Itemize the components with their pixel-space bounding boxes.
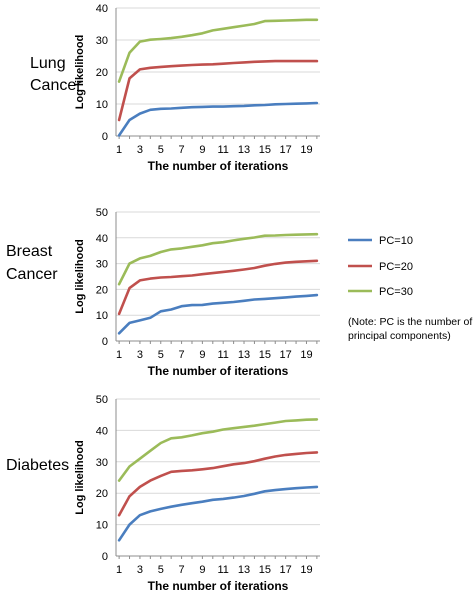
x-tick-label: 11: [217, 564, 228, 576]
x-tick-label: 7: [179, 564, 185, 576]
y-tick-label: 30: [96, 259, 108, 271]
series-line: [117, 485, 319, 542]
series-line: [117, 259, 319, 316]
x-tick-label: 17: [280, 144, 292, 156]
x-tick-label: 5: [158, 349, 164, 361]
y-tick-label: 0: [102, 551, 108, 563]
y-tick-label: 30: [96, 35, 108, 47]
y-tick-label: 40: [96, 3, 108, 15]
y-tick-label: 20: [96, 67, 108, 79]
legend-label: PC=20: [379, 261, 413, 273]
x-tick-label: 15: [259, 564, 271, 576]
series-line: [117, 451, 319, 517]
y-tick-label: 20: [96, 488, 108, 500]
x-tick-label: 19: [300, 564, 312, 576]
x-tick-label: 13: [238, 564, 250, 576]
y-tick-label: 40: [96, 233, 108, 245]
x-tick-label: 1: [116, 144, 122, 156]
legend-note: (Note: PC is the number of principal com…: [348, 316, 473, 342]
legend: PC=10 PC=20 PC=30: [348, 235, 413, 298]
y-axis-label: Log likelihood: [74, 440, 86, 515]
x-tick-label: 7: [179, 349, 185, 361]
y-tick-label: 0: [102, 336, 108, 348]
x-tick-label: 17: [280, 564, 292, 576]
x-tick-label: 9: [199, 564, 205, 576]
x-tick-label: 11: [217, 349, 228, 361]
y-tick-label: 10: [96, 99, 108, 111]
x-tick-label: 5: [158, 564, 164, 576]
y-tick-label: 10: [96, 520, 108, 532]
x-tick-label: 3: [137, 144, 143, 156]
legend-label: PC=10: [379, 235, 413, 247]
x-tick-label: 13: [238, 349, 250, 361]
x-tick-label: 1: [116, 564, 122, 576]
y-tick-label: 40: [96, 425, 108, 437]
x-tick-label: 9: [199, 144, 205, 156]
series-line: [117, 18, 319, 83]
panel-label: Diabetes: [6, 457, 69, 474]
x-tick-label: 19: [300, 144, 312, 156]
x-tick-label: 3: [137, 349, 143, 361]
y-tick-label: 20: [96, 284, 108, 296]
x-axis-label: The number of iterations: [148, 579, 289, 593]
x-tick-label: 11: [217, 144, 228, 156]
x-tick-label: 15: [259, 349, 271, 361]
x-tick-label: 19: [300, 349, 312, 361]
series-line: [117, 293, 319, 335]
series-line: [117, 232, 319, 286]
y-tick-label: 0: [102, 131, 108, 143]
y-axis-label: Log likelihood: [74, 35, 86, 110]
x-axis-label: The number of iterations: [148, 364, 289, 378]
x-tick-label: 3: [137, 564, 143, 576]
x-tick-label: 9: [199, 349, 205, 361]
panel-label: Breast: [6, 243, 53, 260]
x-axis-label: The number of iterations: [148, 159, 289, 173]
panel-label: Cancer: [30, 77, 82, 94]
x-tick-label: 1: [116, 349, 122, 361]
series-line: [117, 59, 319, 122]
panel-label: Cancer: [6, 266, 58, 283]
series-line: [117, 101, 319, 137]
series-line: [117, 418, 319, 482]
x-tick-label: 5: [158, 144, 164, 156]
x-tick-label: 15: [259, 144, 271, 156]
y-tick-label: 50: [96, 207, 108, 219]
y-tick-label: 10: [96, 310, 108, 322]
y-tick-label: 30: [96, 457, 108, 469]
y-tick-label: 50: [96, 394, 108, 406]
x-tick-label: 17: [280, 349, 292, 361]
x-tick-label: 13: [238, 144, 250, 156]
legend-label: PC=30: [379, 286, 413, 298]
panel-label: Lung: [30, 55, 66, 72]
y-axis-label: Log likelihood: [74, 239, 86, 314]
x-tick-label: 7: [179, 144, 185, 156]
